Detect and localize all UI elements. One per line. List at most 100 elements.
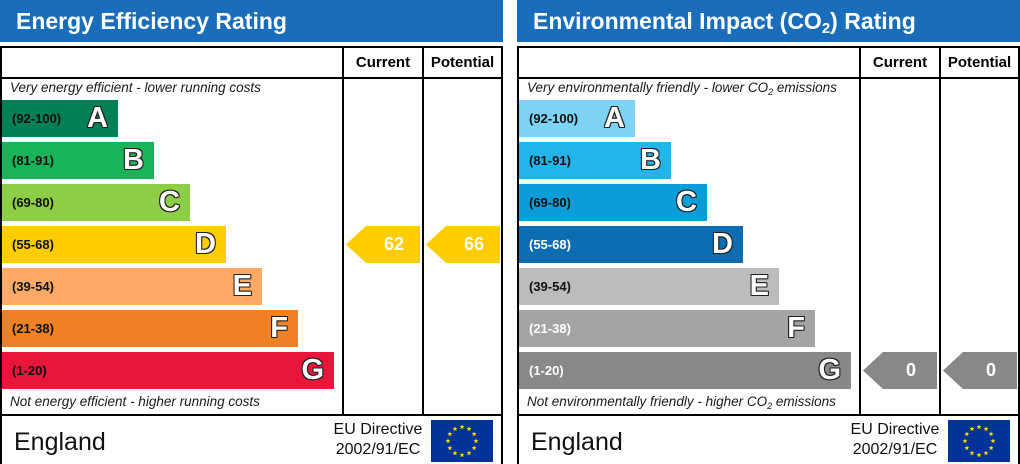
band-g: (1-20) G [519, 352, 851, 389]
top-note-before: Very environmentally friendly - lower CO [527, 80, 769, 95]
title-after: ) Rating [830, 8, 916, 34]
directive-line-1: EU Directive [850, 421, 940, 438]
star-icon [990, 438, 996, 444]
title-before: Environmental Impact (CO [533, 8, 822, 34]
star-icon [976, 452, 982, 458]
band-d: (55-68) D [519, 226, 743, 263]
star-icon [466, 450, 472, 456]
star-icon [983, 450, 989, 456]
band-letter: C [159, 186, 180, 218]
star-icon [452, 450, 458, 456]
bottom-note-subscript: 2 [767, 401, 773, 411]
star-icon [988, 445, 994, 451]
rating-arrow-current: 62 [346, 226, 420, 263]
eu-directive: EU Directive 2002/91/EC [845, 420, 945, 460]
rating-arrow-potential: 0 [943, 352, 1017, 389]
band-letter: G [818, 354, 841, 386]
title-subscript: 2 [821, 20, 831, 37]
band-g: (1-20) G [2, 352, 334, 389]
eu-stars-icon [445, 424, 479, 458]
band-range-label: (69-80) [12, 195, 54, 210]
eu-flag-icon [948, 420, 1010, 462]
band-range-label: (55-68) [12, 237, 54, 252]
band-letter: B [123, 144, 144, 176]
environmental-impact-chart: Environmental Impact (CO2) Rating Curren… [517, 0, 1020, 464]
star-icon [471, 445, 477, 451]
bottom-note: Not environmentally friendly - higher CO… [527, 394, 836, 411]
band-letter: A [87, 102, 108, 134]
band-range-label: (55-68) [529, 237, 571, 252]
band-letter: E [749, 270, 769, 302]
band-range-label: (81-91) [12, 153, 54, 168]
rating-arrow-potential: 66 [426, 226, 500, 263]
band-a: (92-100) A [2, 100, 118, 137]
band-letter: F [787, 312, 805, 344]
directive-line-2: 2002/91/EC [852, 441, 938, 458]
rating-table: Current Potential Very environmentally f… [517, 46, 1020, 464]
star-icon [969, 450, 975, 456]
rating-value: 62 [383, 234, 405, 254]
band-range-label: (39-54) [12, 279, 54, 294]
eu-stars-icon [962, 424, 996, 458]
star-icon [988, 431, 994, 437]
band-e: (39-54) E [2, 268, 262, 305]
star-icon [976, 424, 982, 430]
star-icon [452, 426, 458, 431]
star-icon [969, 426, 975, 431]
band-letter: D [195, 228, 216, 260]
star-icon [466, 426, 472, 431]
eu-directive: EU Directive 2002/91/EC [328, 420, 428, 460]
directive-line-2: 2002/91/EC [335, 441, 421, 458]
star-icon [983, 426, 989, 431]
band-b: (81-91) B [519, 142, 671, 179]
band-range-label: (39-54) [529, 279, 571, 294]
directive-line-1: EU Directive [333, 421, 423, 438]
top-note-subscript: 2 [768, 87, 774, 97]
band-b: (81-91) B [2, 142, 154, 179]
bottom-note-before: Not environmentally friendly - higher CO [527, 394, 768, 409]
column-header-current: Current [355, 54, 411, 71]
country-label: England [14, 428, 106, 456]
band-range-label: (92-100) [529, 111, 579, 126]
rating-table: Current Potential Very energy efficient … [0, 46, 503, 464]
star-icon [459, 452, 465, 458]
country-label: England [531, 428, 623, 456]
band-d: (55-68) D [2, 226, 226, 263]
band-f: (21-38) F [519, 310, 815, 347]
top-note: Very environmentally friendly - lower CO… [527, 80, 837, 97]
column-header-potential: Potential [947, 54, 1012, 71]
star-icon [447, 431, 453, 437]
bottom-note: Not energy efficient - higher running co… [10, 394, 260, 409]
bottom-note-after: emissions [772, 394, 836, 409]
band-letter: E [232, 270, 252, 302]
band-e: (39-54) E [519, 268, 779, 305]
rating-value: 0 [985, 360, 996, 380]
band-c: (69-80) C [2, 184, 190, 221]
band-letter: G [301, 354, 324, 386]
band-letter: F [270, 312, 288, 344]
chart-title: Energy Efficiency Rating [0, 0, 503, 42]
column-header-potential: Potential [430, 54, 495, 71]
rating-value: 66 [463, 234, 485, 254]
band-range-label: (1-20) [12, 363, 47, 378]
band-a: (92-100) A [519, 100, 635, 137]
star-icon [473, 438, 479, 444]
band-range-label: (92-100) [12, 111, 62, 126]
star-icon [471, 431, 477, 437]
rating-value: 0 [905, 360, 916, 380]
energy-efficiency-chart: Energy Efficiency Rating Current Potenti… [0, 0, 503, 464]
band-letter: D [712, 228, 733, 260]
band-letter: B [640, 144, 661, 176]
star-icon [962, 438, 968, 444]
rating-arrow-current: 0 [863, 352, 937, 389]
top-note: Very energy efficient - lower running co… [10, 80, 261, 95]
star-icon [964, 431, 970, 437]
star-icon [447, 445, 453, 451]
top-note-after: emissions [773, 80, 837, 95]
star-icon [459, 424, 465, 430]
band-range-label: (81-91) [529, 153, 571, 168]
chart-title: Environmental Impact (CO2) Rating [517, 0, 1020, 42]
band-range-label: (69-80) [529, 195, 571, 210]
band-letter: C [676, 186, 697, 218]
star-icon [445, 438, 451, 444]
